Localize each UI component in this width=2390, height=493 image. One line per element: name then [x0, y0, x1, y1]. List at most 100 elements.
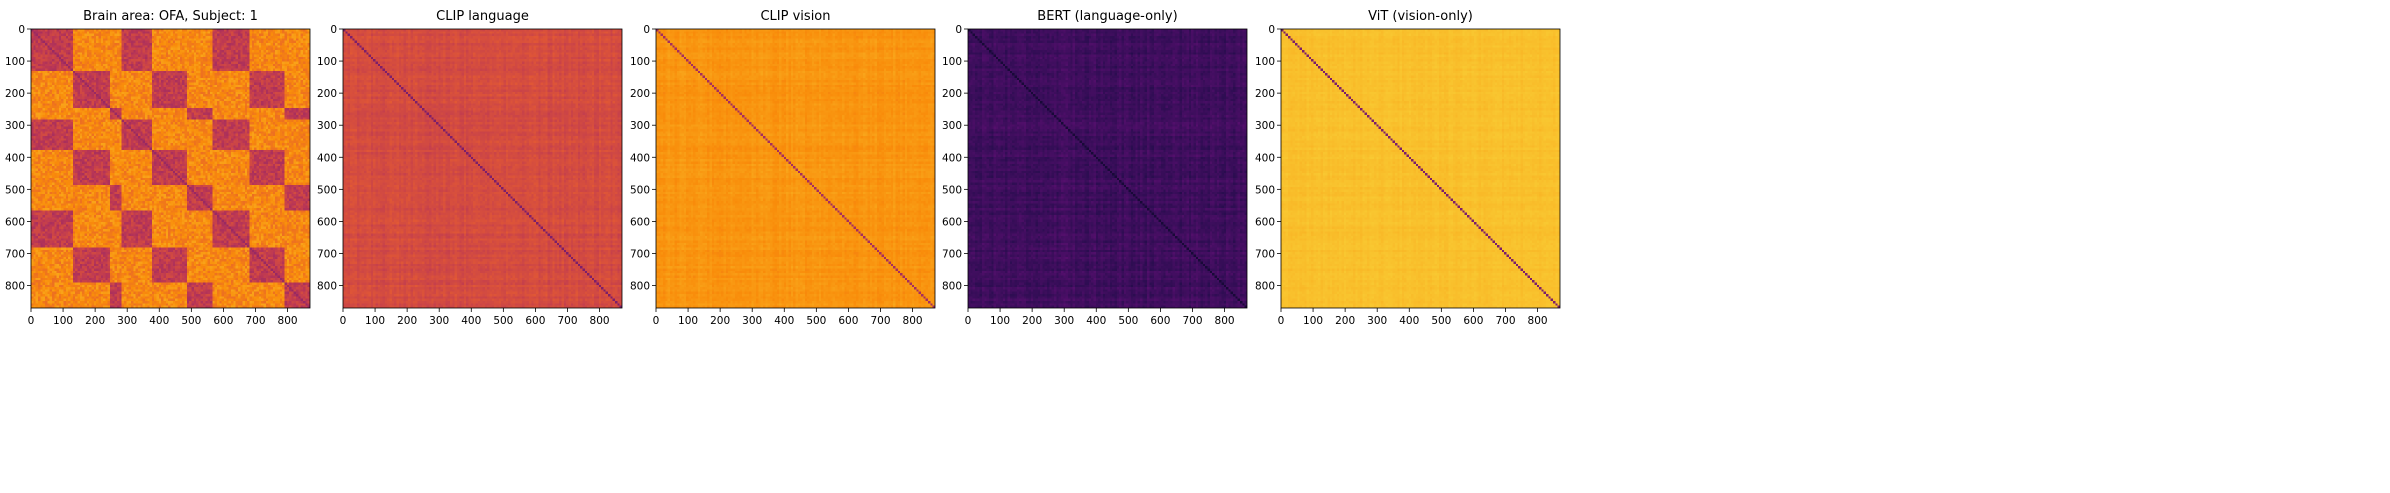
y-tick-label: 700: [1255, 248, 1275, 260]
x-tick-label: 600: [525, 315, 545, 327]
x-tick-label: 200: [397, 315, 417, 327]
x-tick-label: 800: [1215, 315, 1235, 327]
y-tick-label: 200: [1255, 88, 1275, 100]
y-tick-label: 200: [942, 88, 962, 100]
x-tick-label: 0: [1278, 315, 1285, 327]
x-tick-label: 700: [870, 315, 890, 327]
y-tick-label: 200: [5, 88, 25, 100]
y-tick-label: 800: [317, 281, 337, 293]
x-tick-label: 500: [493, 315, 513, 327]
y-tick-label: 400: [630, 152, 650, 164]
y-tick-label: 0: [643, 24, 650, 36]
x-tick-label: 800: [590, 315, 610, 327]
heatmap-panel-1: Brain area: OFA, Subject: 1 0 100 200 300 400…: [5, 9, 311, 327]
y-tick-label: 400: [1255, 152, 1275, 164]
heatmap-matrix: [1281, 29, 1560, 308]
y-tick-label: 500: [1255, 184, 1275, 196]
y-tick-label: 800: [1255, 281, 1275, 293]
x-tick-label: 100: [990, 315, 1010, 327]
y-tick-label: 100: [630, 56, 650, 68]
x-tick-label: 500: [806, 315, 826, 327]
x-tick-label: 600: [1463, 315, 1483, 327]
heatmap-panel-2: CLIP language 0 100 200 300 400 500 600 700 800 0 1…: [317, 9, 623, 327]
y-tick-label: 400: [5, 152, 25, 164]
x-tick-label: 500: [1118, 315, 1138, 327]
y-tick-label: 100: [317, 56, 337, 68]
x-tick-label: 800: [1528, 315, 1548, 327]
y-tick-label: 800: [5, 281, 25, 293]
x-tick-label: 300: [429, 315, 449, 327]
y-tick-label: 600: [630, 216, 650, 228]
y-tick-label: 0: [330, 24, 337, 36]
x-tick-label: 400: [1399, 315, 1419, 327]
y-tick-label: 600: [317, 216, 337, 228]
x-tick-label: 700: [245, 315, 265, 327]
x-tick-label: 300: [1054, 315, 1074, 327]
y-tick-label: 500: [317, 184, 337, 196]
y-tick-label: 700: [630, 248, 650, 260]
x-tick-label: 800: [903, 315, 923, 327]
y-tick-label: 100: [942, 56, 962, 68]
y-tick-label: 0: [955, 24, 962, 36]
x-tick-label: 500: [181, 315, 201, 327]
x-tick-label: 400: [1086, 315, 1106, 327]
x-tick-label: 100: [678, 315, 698, 327]
y-tick-label: 100: [5, 56, 25, 68]
y-tick-label: 500: [942, 184, 962, 196]
x-tick-label: 0: [965, 315, 972, 327]
heatmap-matrix: [31, 29, 310, 308]
y-tick-label: 100: [1255, 56, 1275, 68]
x-tick-label: 400: [774, 315, 794, 327]
y-tick-label: 400: [317, 152, 337, 164]
y-tick-label: 200: [630, 88, 650, 100]
y-tick-label: 700: [5, 248, 25, 260]
panel-title: ViT (vision-only): [1368, 9, 1473, 24]
x-tick-label: 300: [117, 315, 137, 327]
y-tick-label: 0: [18, 24, 25, 36]
x-tick-label: 300: [742, 315, 762, 327]
x-tick-label: 500: [1431, 315, 1451, 327]
axes-frame: [342, 28, 623, 309]
x-tick-label: 800: [278, 315, 298, 327]
heatmap-panel-5: ViT (vision-only) 0 100 200 300 400 500 600 700 8…: [1255, 9, 1561, 327]
y-tick-label: 500: [630, 184, 650, 196]
axes-frame: [967, 28, 1248, 309]
x-tick-label: 400: [149, 315, 169, 327]
y-tick-label: 300: [942, 120, 962, 132]
y-tick-label: 300: [317, 120, 337, 132]
panel-title: CLIP vision: [760, 9, 830, 24]
x-tick-label: 200: [1022, 315, 1042, 327]
y-tick-label: 200: [317, 88, 337, 100]
heatmap-panel-3: CLIP vision 0 100 200 300 400 500 600 700 800 0 100…: [630, 9, 936, 327]
y-tick-label: 300: [1255, 120, 1275, 132]
x-tick-label: 100: [365, 315, 385, 327]
y-tick-label: 800: [942, 281, 962, 293]
x-tick-label: 0: [28, 315, 35, 327]
x-tick-label: 400: [461, 315, 481, 327]
heatmap-panel-4: BERT (language-only) 0 100 200 300 400 500 600 7…: [942, 9, 1248, 327]
y-tick-label: 400: [942, 152, 962, 164]
y-tick-label: 600: [942, 216, 962, 228]
panel-title: Brain area: OFA, Subject: 1: [83, 9, 258, 24]
x-tick-label: 600: [1150, 315, 1170, 327]
y-tick-label: 600: [1255, 216, 1275, 228]
y-tick-label: 300: [630, 120, 650, 132]
y-tick-label: 700: [317, 248, 337, 260]
x-tick-label: 200: [1335, 315, 1355, 327]
x-tick-label: 700: [1182, 315, 1202, 327]
heatmap-matrix: [343, 29, 622, 308]
y-tick-label: 800: [630, 281, 650, 293]
y-tick-label: 700: [942, 248, 962, 260]
heatmap-matrix: [656, 29, 935, 308]
axes-frame: [1280, 28, 1561, 309]
x-tick-label: 0: [653, 315, 660, 327]
y-tick-label: 500: [5, 184, 25, 196]
x-tick-label: 200: [710, 315, 730, 327]
x-tick-label: 200: [85, 315, 105, 327]
x-tick-label: 600: [213, 315, 233, 327]
x-tick-label: 0: [340, 315, 347, 327]
heatmap-matrix: [968, 29, 1247, 308]
x-tick-label: 300: [1367, 315, 1387, 327]
